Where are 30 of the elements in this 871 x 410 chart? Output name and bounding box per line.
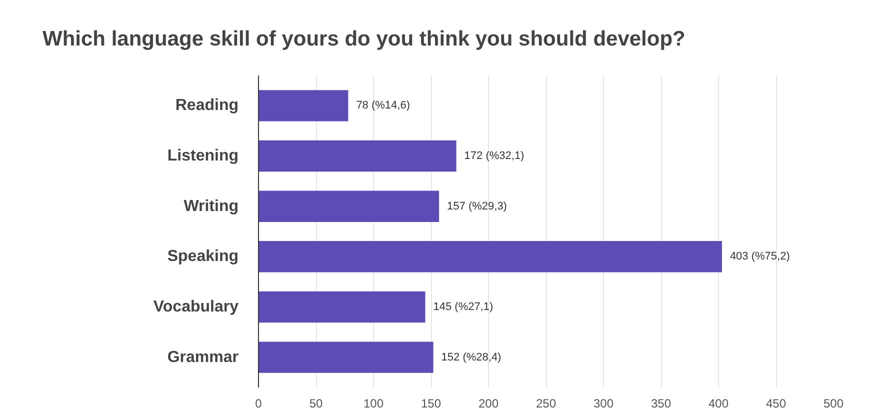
data-label: 157 (%29,3) xyxy=(447,200,507,212)
x-tick-label: 50 xyxy=(309,396,323,410)
data-label: 78 (%14,6) xyxy=(356,100,410,112)
x-tick-label: 350 xyxy=(650,396,672,410)
bar xyxy=(258,342,434,373)
x-tick-label: 150 xyxy=(420,396,442,410)
x-tick-label: 400 xyxy=(708,396,729,410)
y-tick-label: Reading xyxy=(175,97,239,114)
y-tick-label: Writing xyxy=(184,198,239,215)
data-label: 403 (%75,2) xyxy=(730,250,790,263)
bar xyxy=(258,140,456,172)
chart-title: Which language skill of yours do you think you should develop? xyxy=(42,28,686,50)
data-label: 152 (%28,4) xyxy=(441,351,502,364)
bar xyxy=(258,291,426,323)
bar xyxy=(258,90,348,122)
x-tick-label: 0 xyxy=(255,396,262,410)
y-tick-label: Speaking xyxy=(167,248,239,266)
x-tick-label: 500 xyxy=(823,396,844,410)
bar xyxy=(258,241,722,272)
x-tick-label: 300 xyxy=(593,396,614,410)
x-tick-label: 450 xyxy=(766,396,786,410)
x-tick-label: 200 xyxy=(478,396,499,410)
y-tick-label: Grammar xyxy=(167,348,239,366)
y-tick-label: Listening xyxy=(167,148,238,165)
data-label: 145 (%27,1) xyxy=(433,300,494,313)
x-tick-label: 250 xyxy=(536,396,556,410)
x-tick-label: 100 xyxy=(363,396,384,410)
y-tick-label: Vocabulary xyxy=(153,298,239,316)
bar xyxy=(258,190,440,222)
data-label: 172 (%32,1) xyxy=(464,150,524,162)
